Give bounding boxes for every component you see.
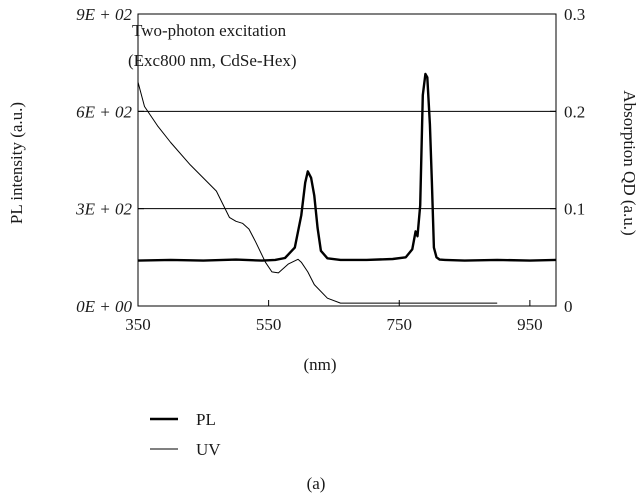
series-line-uv: [137, 81, 498, 304]
x-tick-label: 550: [256, 315, 282, 334]
series-group: [137, 72, 557, 304]
axis-ticks: 350 550 750 950 0E + 00 3E + 02 6E + 02 9E + 02…: [75, 5, 585, 334]
plot-area-frame: [137, 13, 557, 307]
y-left-tick-label: 9E + 02: [76, 5, 132, 24]
y-right-tick-label: 0: [564, 297, 573, 316]
y-right-tick-label: 0.1: [564, 200, 585, 219]
y-axis-label-left: PL intensity (a.u.): [7, 102, 26, 224]
y-right-tick-label: 0.3: [564, 5, 585, 24]
y-right-tick-label: 0.2: [564, 102, 585, 121]
x-tick-label: 350: [125, 315, 151, 334]
y-left-tick-label: 0E + 00: [76, 297, 132, 316]
y-axis-label-right: Absorption QD (a.u.): [620, 90, 636, 235]
x-tick-label: 750: [387, 315, 413, 334]
series-line-pl: [137, 72, 557, 262]
y-left-tick-label: 6E + 02: [76, 102, 132, 121]
annotation-line-1: Two-photon excitation: [132, 21, 287, 40]
legend: PL UV: [150, 410, 221, 459]
x-tick-label: 950: [517, 315, 543, 334]
y-left-tick-label: 3E + 02: [75, 200, 132, 219]
grid-lines: [138, 110, 556, 210]
figure-caption: (a): [307, 474, 326, 493]
annotation-line-2: (Exc800 nm, CdSe-Hex): [128, 51, 297, 70]
legend-label-pl: PL: [196, 410, 216, 429]
legend-label-uv: UV: [196, 440, 221, 459]
x-axis-label: (nm): [303, 355, 336, 374]
